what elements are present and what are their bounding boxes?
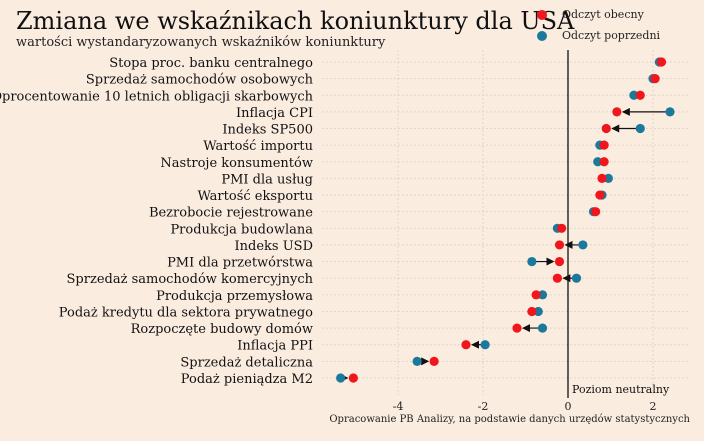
- row-19: Podaż pieniądza M2: [181, 372, 358, 387]
- x-tick-label: -4: [393, 400, 404, 413]
- category-label: Podaż pieniądza M2: [181, 372, 313, 387]
- x-tick-label: -2: [478, 400, 489, 413]
- row-16: Rozpoczęte budowy domów: [131, 322, 548, 337]
- current-point: [591, 207, 601, 217]
- current-point: [552, 273, 562, 283]
- previous-point: [527, 256, 537, 267]
- previous-point: [537, 323, 548, 333]
- row-0: Stopa proc. banku centralnego: [109, 56, 667, 71]
- row-12: PMI dla przetwórstwa: [167, 256, 565, 271]
- current-point: [601, 123, 611, 134]
- current-point: [531, 290, 541, 300]
- legend-current-label: Odczyt obecny: [562, 8, 644, 21]
- legend-previous-marker: [537, 30, 547, 41]
- category-label: Nastroje konsumentów: [160, 156, 313, 171]
- current-point: [635, 90, 645, 100]
- previous-point: [571, 273, 582, 283]
- previous-point: [412, 356, 422, 366]
- x-tick-label: 0: [565, 400, 572, 413]
- current-point: [650, 74, 660, 84]
- row-2: Oprocentowanie 10 letnich obligacji skar…: [0, 89, 645, 104]
- category-label: Wartość importu: [203, 139, 313, 154]
- category-label: Indeks SP500: [222, 123, 313, 138]
- x-tick-label: 2: [650, 400, 657, 413]
- row-11: Indeks USD: [235, 239, 588, 254]
- category-label: Oprocentowanie 10 letnich obligacji skar…: [0, 89, 314, 104]
- row-6: Nastroje konsumentów: [160, 156, 609, 171]
- current-point: [597, 173, 607, 184]
- legend: Odczyt obecny Odczyt poprzedni: [537, 4, 660, 46]
- legend-previous-label: Odczyt poprzedni: [562, 29, 661, 42]
- row-13: Sprzedaż samochodów komercyjnych: [67, 272, 582, 287]
- current-point: [461, 340, 471, 350]
- row-7: PMI dla usług: [221, 172, 613, 187]
- previous-point: [533, 306, 543, 317]
- category-label: Inflacja PPI: [237, 339, 313, 354]
- current-point: [612, 107, 622, 117]
- current-point: [429, 356, 439, 366]
- category-label: Produkcja przemysłowa: [156, 289, 313, 304]
- row-10: Produkcja budowlana: [170, 222, 567, 237]
- previous-point: [629, 90, 639, 100]
- legend-item-current: Odczyt obecny: [537, 4, 660, 25]
- previous-point: [593, 157, 603, 167]
- category-label: Inflacja CPI: [236, 106, 313, 121]
- category-label: Sprzedaż samochodów komercyjnych: [67, 272, 314, 287]
- category-label: Produkcja budowlana: [170, 222, 313, 237]
- current-point: [599, 157, 609, 167]
- data-rows: Stopa proc. banku centralnego Sprzedaż sa…: [0, 56, 675, 387]
- category-label: Bezrobocie rejestrowane: [149, 206, 313, 221]
- row-9: Bezrobocie rejestrowane: [149, 206, 601, 221]
- previous-point: [635, 123, 645, 134]
- category-label: Indeks USD: [235, 239, 314, 254]
- current-point: [599, 140, 609, 150]
- current-point: [554, 240, 565, 250]
- category-label: PMI dla usług: [221, 172, 313, 187]
- previous-point: [537, 290, 548, 300]
- row-4: Indeks SP500: [222, 123, 645, 138]
- chart-title: Zmiana we wskaźnikach koniunktury dla US…: [16, 7, 575, 35]
- legend-current-marker: [537, 9, 547, 20]
- category-label: Wartość eksportu: [197, 189, 313, 204]
- current-point: [595, 190, 605, 200]
- previous-point: [480, 340, 490, 350]
- row-1: Sprzedaż samochodów osobowych: [86, 73, 660, 88]
- category-label: PMI dla przetwórstwa: [167, 256, 313, 271]
- grid-lines: [322, 50, 688, 395]
- row-5: Wartość importu: [203, 139, 609, 154]
- previous-point: [665, 107, 675, 117]
- category-label: Podaż kredytu dla sektora prywatnego: [59, 305, 313, 320]
- current-point: [557, 223, 567, 233]
- row-3: Inflacja CPI: [236, 106, 675, 121]
- category-label: Stopa proc. banku centralnego: [109, 56, 313, 71]
- x-axis: -4 -2 0 2: [393, 400, 657, 413]
- row-8: Wartość eksportu: [197, 189, 607, 204]
- previous-point: [578, 240, 588, 250]
- current-point: [348, 373, 358, 383]
- row-18: Sprzedaż detaliczna: [180, 355, 439, 370]
- row-14: Produkcja przemysłowa: [156, 289, 548, 304]
- current-point: [527, 306, 537, 317]
- row-17: Inflacja PPI: [237, 339, 490, 354]
- neutral-level-annotation: Poziom neutralny: [572, 383, 670, 396]
- category-label: Rozpoczęte budowy domów: [131, 322, 313, 337]
- current-point: [554, 256, 565, 267]
- source-note: Opracowanie PB Analizy, na podstawie dan…: [329, 414, 690, 425]
- legend-item-previous: Odczyt poprzedni: [537, 25, 660, 46]
- category-label: Sprzedaż detaliczna: [180, 355, 313, 370]
- category-label: Sprzedaż samochodów osobowych: [86, 73, 314, 88]
- chart-subtitle: wartości wystandaryzowanych wskaźników k…: [16, 35, 386, 50]
- previous-point: [336, 373, 346, 383]
- previous-point: [603, 173, 613, 184]
- current-point: [656, 57, 667, 67]
- current-point: [512, 323, 522, 333]
- row-15: Podaż kredytu dla sektora prywatnego: [59, 305, 543, 320]
